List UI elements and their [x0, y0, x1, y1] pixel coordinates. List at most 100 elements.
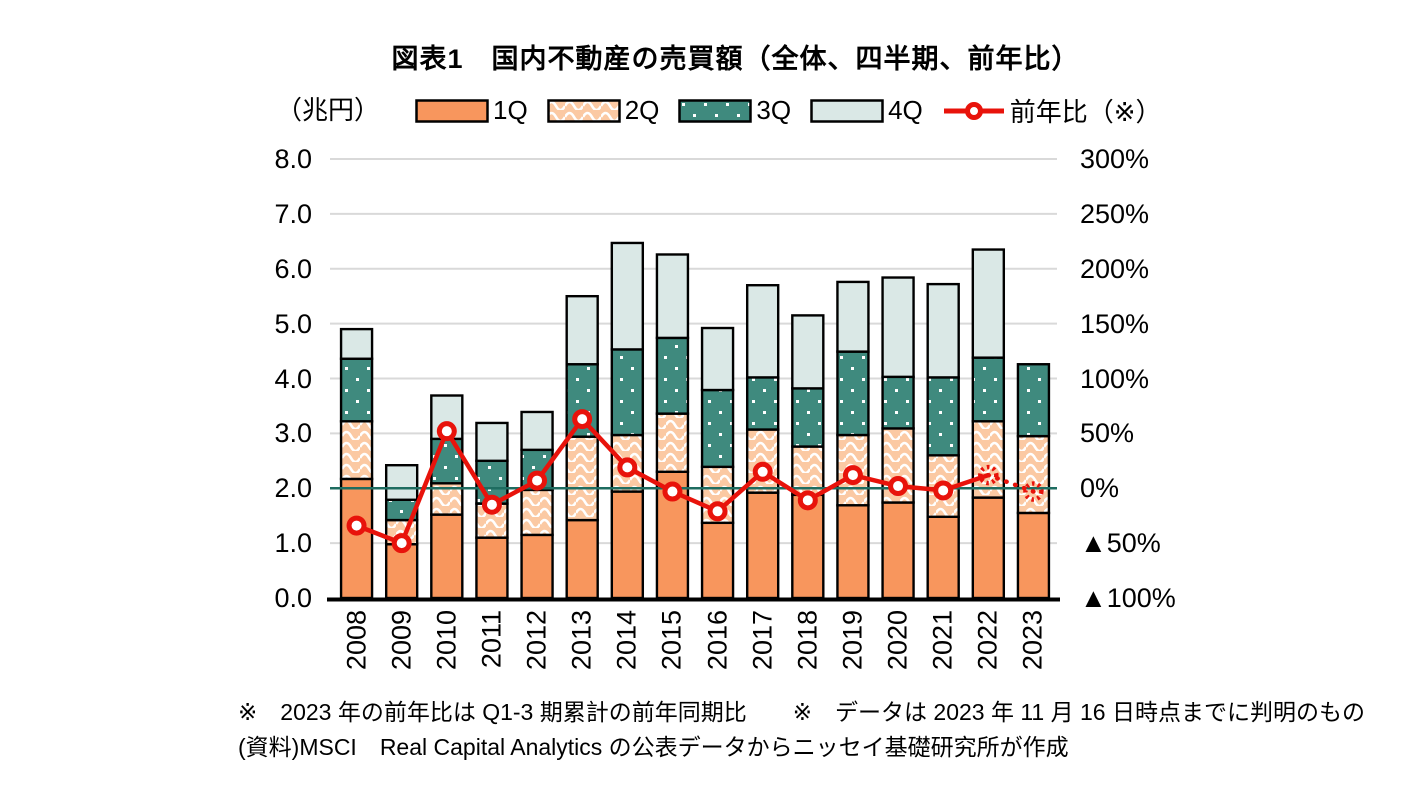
- legend-item-4q: 4Q: [810, 95, 923, 126]
- x-axis-label: 2018: [792, 610, 823, 671]
- left-axis-tick: 4.0: [274, 363, 312, 394]
- right-axis-tick: ▲50%: [1080, 528, 1161, 559]
- bar-2018-3Q: [791, 387, 825, 448]
- chart-title: 図表1 国内不動産の売買額（全体、四半期、前年比）: [391, 44, 1080, 74]
- legend-swatch-2q-icon: [546, 98, 621, 123]
- bar-2017-3Q: [745, 376, 780, 431]
- bar-2014-3Q: [610, 348, 645, 437]
- x-axis-label: 2015: [656, 610, 687, 671]
- bar-2022-4Q: [971, 248, 1006, 359]
- legend-label-4q: 4Q: [888, 95, 923, 125]
- legend-swatch-4q-icon: [810, 98, 884, 123]
- x-axis-label: 2014: [611, 610, 642, 671]
- legend: 1Q 2Q 3Q 4Q 前年比（※）: [415, 92, 1181, 129]
- yoy-marker-2021: [933, 480, 954, 501]
- left-axis-tick: 8.0: [274, 144, 312, 174]
- x-axis-label: 2011: [476, 610, 507, 669]
- yoy-marker-2018: [797, 490, 818, 511]
- yoy-marker-2016: [707, 501, 728, 522]
- bar-2009-4Q: [384, 464, 419, 501]
- yoy-marker-2017: [752, 461, 773, 482]
- x-axis-label: 2021: [927, 610, 958, 671]
- left-axis-tick: 2.0: [274, 473, 312, 504]
- yoy-marker-2023: [1023, 481, 1044, 502]
- legend-swatch-1q-icon: [415, 98, 489, 123]
- yoy-marker-2022: [978, 464, 999, 486]
- footnote-1: ※ 2023 年の前年比は Q1-3 期累計の前年同期比 ※ データは 2023…: [238, 699, 1365, 725]
- bar-2016-4Q: [700, 326, 735, 392]
- bar-2008-1Q: [339, 477, 374, 600]
- bar-2019-4Q: [836, 280, 870, 353]
- legend-item-3q: 3Q: [678, 95, 791, 126]
- bar-2020: [881, 276, 915, 600]
- x-axis-label: 2012: [521, 610, 552, 671]
- x-axis-label: 2008: [341, 610, 372, 671]
- bar-2011-4Q: [475, 421, 509, 463]
- left-axis-tick: 1.0: [274, 528, 312, 559]
- x-axis-label: 2009: [386, 610, 417, 671]
- yoy-marker-2015: [662, 481, 683, 502]
- bar-2020-1Q: [881, 501, 915, 600]
- bar-2020-3Q: [881, 375, 915, 430]
- bar-2022-3Q: [971, 356, 1006, 423]
- right-axis-tick: 100%: [1080, 363, 1150, 394]
- bar-2009-1Q: [384, 543, 419, 600]
- bar-2018-4Q: [791, 314, 825, 390]
- bar-2009: [384, 464, 419, 600]
- bar-2015: [655, 253, 690, 600]
- right-axis-tick: 250%: [1080, 198, 1150, 229]
- yoy-line-dotted: [986, 472, 1036, 494]
- bar-2017: [745, 284, 780, 600]
- bar-2008-4Q: [339, 327, 374, 360]
- left-axis-tick: 6.0: [274, 253, 312, 284]
- bar-2023: [1016, 363, 1051, 600]
- left-axis-tick: 0.0: [274, 583, 312, 613]
- yoy-marker-2010: [436, 421, 457, 442]
- bar-2022: [971, 248, 1006, 600]
- right-axis-tick: 150%: [1080, 308, 1150, 339]
- bar-2016: [700, 326, 735, 600]
- bar-2017-4Q: [745, 284, 780, 379]
- yoy-marker-2011: [481, 494, 502, 515]
- bar-2018: [791, 314, 825, 600]
- x-axis-label: 2010: [431, 610, 462, 671]
- bar-2022-1Q: [971, 496, 1006, 600]
- bar-2011-1Q: [475, 536, 509, 600]
- legend-label-2q: 2Q: [624, 95, 660, 125]
- bar-2015-4Q: [655, 253, 690, 340]
- bar-2019: [836, 280, 870, 600]
- bar-2019-3Q: [836, 350, 870, 437]
- bar-2016-3Q: [700, 388, 735, 469]
- right-axis-tick: 50%: [1080, 418, 1135, 449]
- yoy-marker-2012: [527, 470, 548, 491]
- bar-2010-1Q: [430, 513, 464, 600]
- bar-2013-2Q: [565, 435, 599, 522]
- bar-2015-2Q: [655, 412, 690, 473]
- x-axis-label: 2023: [1017, 610, 1048, 671]
- left-axis-tick: 7.0: [274, 198, 312, 229]
- x-axis-label: 2017: [747, 610, 778, 671]
- bar-2014: [610, 241, 645, 600]
- bar-2008: [339, 327, 374, 600]
- bar-2012-4Q: [520, 410, 554, 452]
- legend-swatch-3q-icon: [678, 98, 753, 123]
- right-axis-tick: ▲100%: [1080, 583, 1176, 613]
- x-axis-label: 2013: [566, 610, 597, 671]
- legend-label-1q: 1Q: [493, 95, 528, 125]
- x-axis-label: 2020: [882, 610, 913, 671]
- left-axis-tick: 5.0: [274, 308, 312, 339]
- bar-2017-1Q: [745, 491, 780, 600]
- bar-2023-1Q: [1016, 511, 1051, 600]
- yoy-marker-2009: [391, 533, 412, 554]
- yoy-marker-2020: [888, 476, 909, 497]
- bar-2012-2Q: [520, 488, 554, 537]
- right-axis-tick: 200%: [1080, 253, 1150, 284]
- bar-2016-1Q: [700, 521, 735, 600]
- legend-label-3q: 3Q: [756, 95, 792, 125]
- bar-2020-4Q: [881, 276, 915, 379]
- legend-item-2q: 2Q: [546, 95, 660, 126]
- bar-2023-3Q: [1016, 363, 1051, 438]
- bar-2013-1Q: [565, 518, 599, 600]
